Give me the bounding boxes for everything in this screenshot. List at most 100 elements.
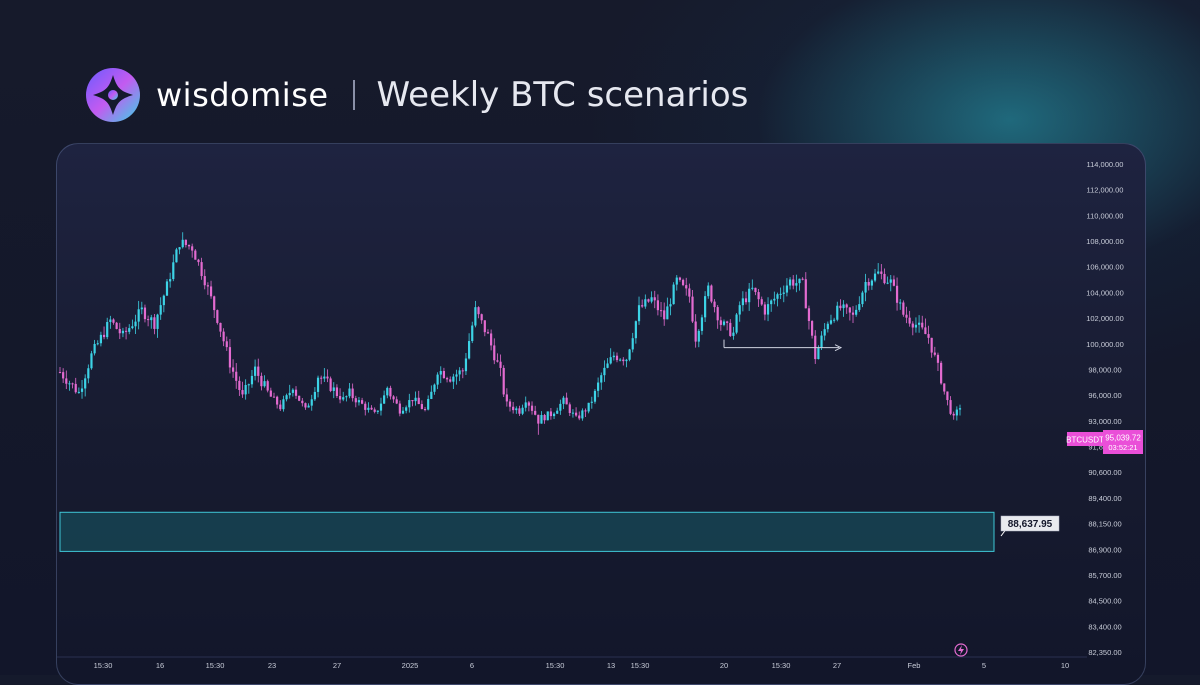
candle-body [197,259,200,263]
candle-body [678,277,682,280]
candle-body [669,304,672,307]
candle-body [411,400,414,402]
candle-body [345,396,348,398]
candlestick-chart[interactable]: 114,000.00 112,000.00 110,000.00 108,000.00… [57,144,1145,684]
candle-body [515,408,518,411]
candle-body [672,284,675,305]
candle-body [191,246,194,251]
candle-body [408,400,411,408]
candle-body [681,279,685,286]
candle-body [194,250,197,260]
candle-body [530,405,534,411]
candle-body [483,320,486,333]
candle-body [914,324,918,328]
candle-body [442,371,446,379]
candle-body [895,285,899,303]
y-tick-label: 96,000.00 [1088,391,1121,400]
candle-body [159,305,162,315]
candle-body [165,281,169,296]
candle-body [200,262,203,277]
candle-body [512,406,515,411]
candle-body [71,383,74,385]
candle-body [417,397,420,405]
candle-body [213,296,216,311]
candle-body [770,300,773,305]
lightning-icon[interactable] [954,643,968,657]
page-title: Weekly BTC scenarios [376,75,749,115]
candle-body [958,408,962,410]
y-tick-label: 110,000.00 [1087,211,1124,220]
candle-body [405,407,408,411]
candle-body [282,399,285,410]
last-price-badge-bg [1103,430,1143,454]
candle-body [499,361,502,368]
candle-body [597,382,600,391]
candle-body [574,412,578,416]
y-tick-label: 100,000.00 [1086,340,1124,349]
candle-body [147,319,150,321]
y-tick-label: 84,500.00 [1088,597,1121,606]
y-tick-label: 112,000.00 [1087,186,1124,195]
candle-body [137,309,140,322]
candle-body [612,355,615,358]
candle-body [247,384,250,386]
candle-body [559,403,562,411]
candle-body [351,388,354,399]
candle-body [867,281,870,286]
candle-body [924,327,927,335]
x-tick-label: 23 [268,661,276,670]
y-tick-label: 108,000.00 [1086,237,1124,246]
x-tick-label: 20 [720,661,728,670]
candle-body [744,298,748,303]
candle-body [244,385,247,395]
candle-body [738,305,741,315]
candle-body [748,288,751,303]
candle-body [716,307,719,321]
candle-body [691,296,694,322]
candle-body [644,299,647,307]
y-axis: 114,000.00 112,000.00 110,000.00 108,000.00… [1086,160,1124,657]
candle-body [955,409,958,416]
candle-body [332,387,335,391]
candle-body [880,271,883,274]
candle-body [162,295,165,306]
candle-body [930,337,933,353]
candle-body [490,333,493,346]
countdown-label: 03:52:21 [1108,443,1137,452]
candle-body [540,415,543,424]
support-zone [59,511,995,552]
candle-body [427,398,430,410]
candle-body [870,280,873,286]
candle-body [817,347,820,360]
symbol-badge-bg [1067,432,1103,446]
candle-body [600,375,603,383]
candle-body [829,320,833,324]
candle-body [685,285,688,289]
target-price-box [1000,515,1060,532]
candle-body [656,300,660,311]
candle-body [650,297,653,302]
candle-body [124,330,128,332]
candle-body [143,307,147,320]
candle-body [367,407,370,410]
candle-body [861,292,864,305]
x-tick-label: 27 [333,661,341,670]
candle-body [373,409,376,412]
y-tick-label: 89,400.00 [1088,494,1121,503]
candle-body [228,347,232,368]
x-tick-label: 15:30 [546,661,565,670]
candle-body [565,397,568,405]
candle-body [713,301,716,308]
candle-body [156,314,159,329]
candle-body [634,321,637,339]
candle-body [90,353,93,369]
candle-body [732,332,735,336]
candle-body [899,302,902,304]
candle-body [707,285,710,297]
candle-body [952,413,955,416]
candle-body [801,278,804,280]
candle-body [757,292,760,300]
candle-body [269,390,272,397]
candle-body [631,338,634,350]
candle-body [452,376,455,382]
